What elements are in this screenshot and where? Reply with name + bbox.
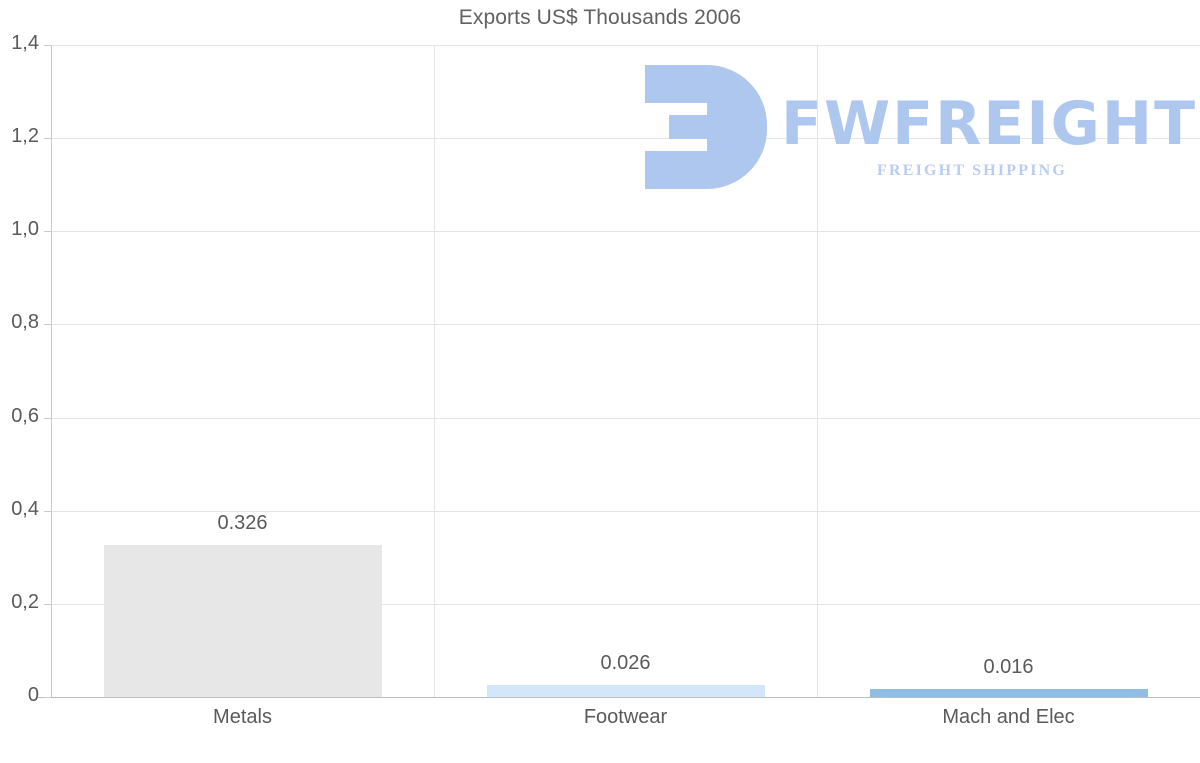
bar-value-label: 0.016 [983,656,1034,678]
plot-area [51,45,1200,698]
y-axis-tick-label: 0,8 [11,311,39,334]
y-axis-tick-label: 1,4 [11,32,39,54]
gridline-horizontal [51,417,1200,419]
gridline-horizontal [51,324,1200,326]
y-axis-tick-label: 1,0 [11,218,39,241]
gridline-horizontal [51,603,1200,605]
bar-value-label: 0.326 [217,512,268,535]
y-axis-tick-label: 0,6 [11,404,39,427]
gridline-horizontal [51,510,1200,512]
y-axis-tick-mark [44,603,51,605]
y-axis-tick-label: 0,4 [11,497,39,520]
bar-metals[interactable] [104,545,382,697]
bar-mach-and-elec[interactable] [870,689,1148,697]
y-axis-tick-label: 0,2 [11,590,39,613]
chart-title: Exports US$ Thousands 2006 [458,6,742,29]
y-axis-tick-mark [44,138,51,140]
y-axis-tick-mark [44,231,51,233]
x-axis-category-label: Footwear [583,706,668,728]
bar-value-label: 0.026 [600,651,651,674]
y-axis-tick-label: 0 [27,684,39,706]
gridline-vertical [434,45,435,697]
x-axis-category-label: Mach and Elec [942,706,1075,728]
y-axis-tick-mark [44,697,51,698]
gridline-horizontal [51,45,1200,46]
y-axis-tick-mark [44,510,51,512]
y-axis-tick-label: 1,2 [11,125,39,148]
gridline-horizontal [51,231,1200,233]
y-axis-tick-mark [44,45,51,46]
y-axis-tick-mark [44,324,51,326]
x-axis-category-label: Metals [213,706,272,728]
y-axis-line [51,45,52,698]
x-axis-line [38,697,1200,698]
gridline-horizontal [51,138,1200,140]
bar-footwear[interactable] [487,685,765,697]
gridline-vertical [817,45,818,697]
y-axis-tick-mark [44,417,51,419]
